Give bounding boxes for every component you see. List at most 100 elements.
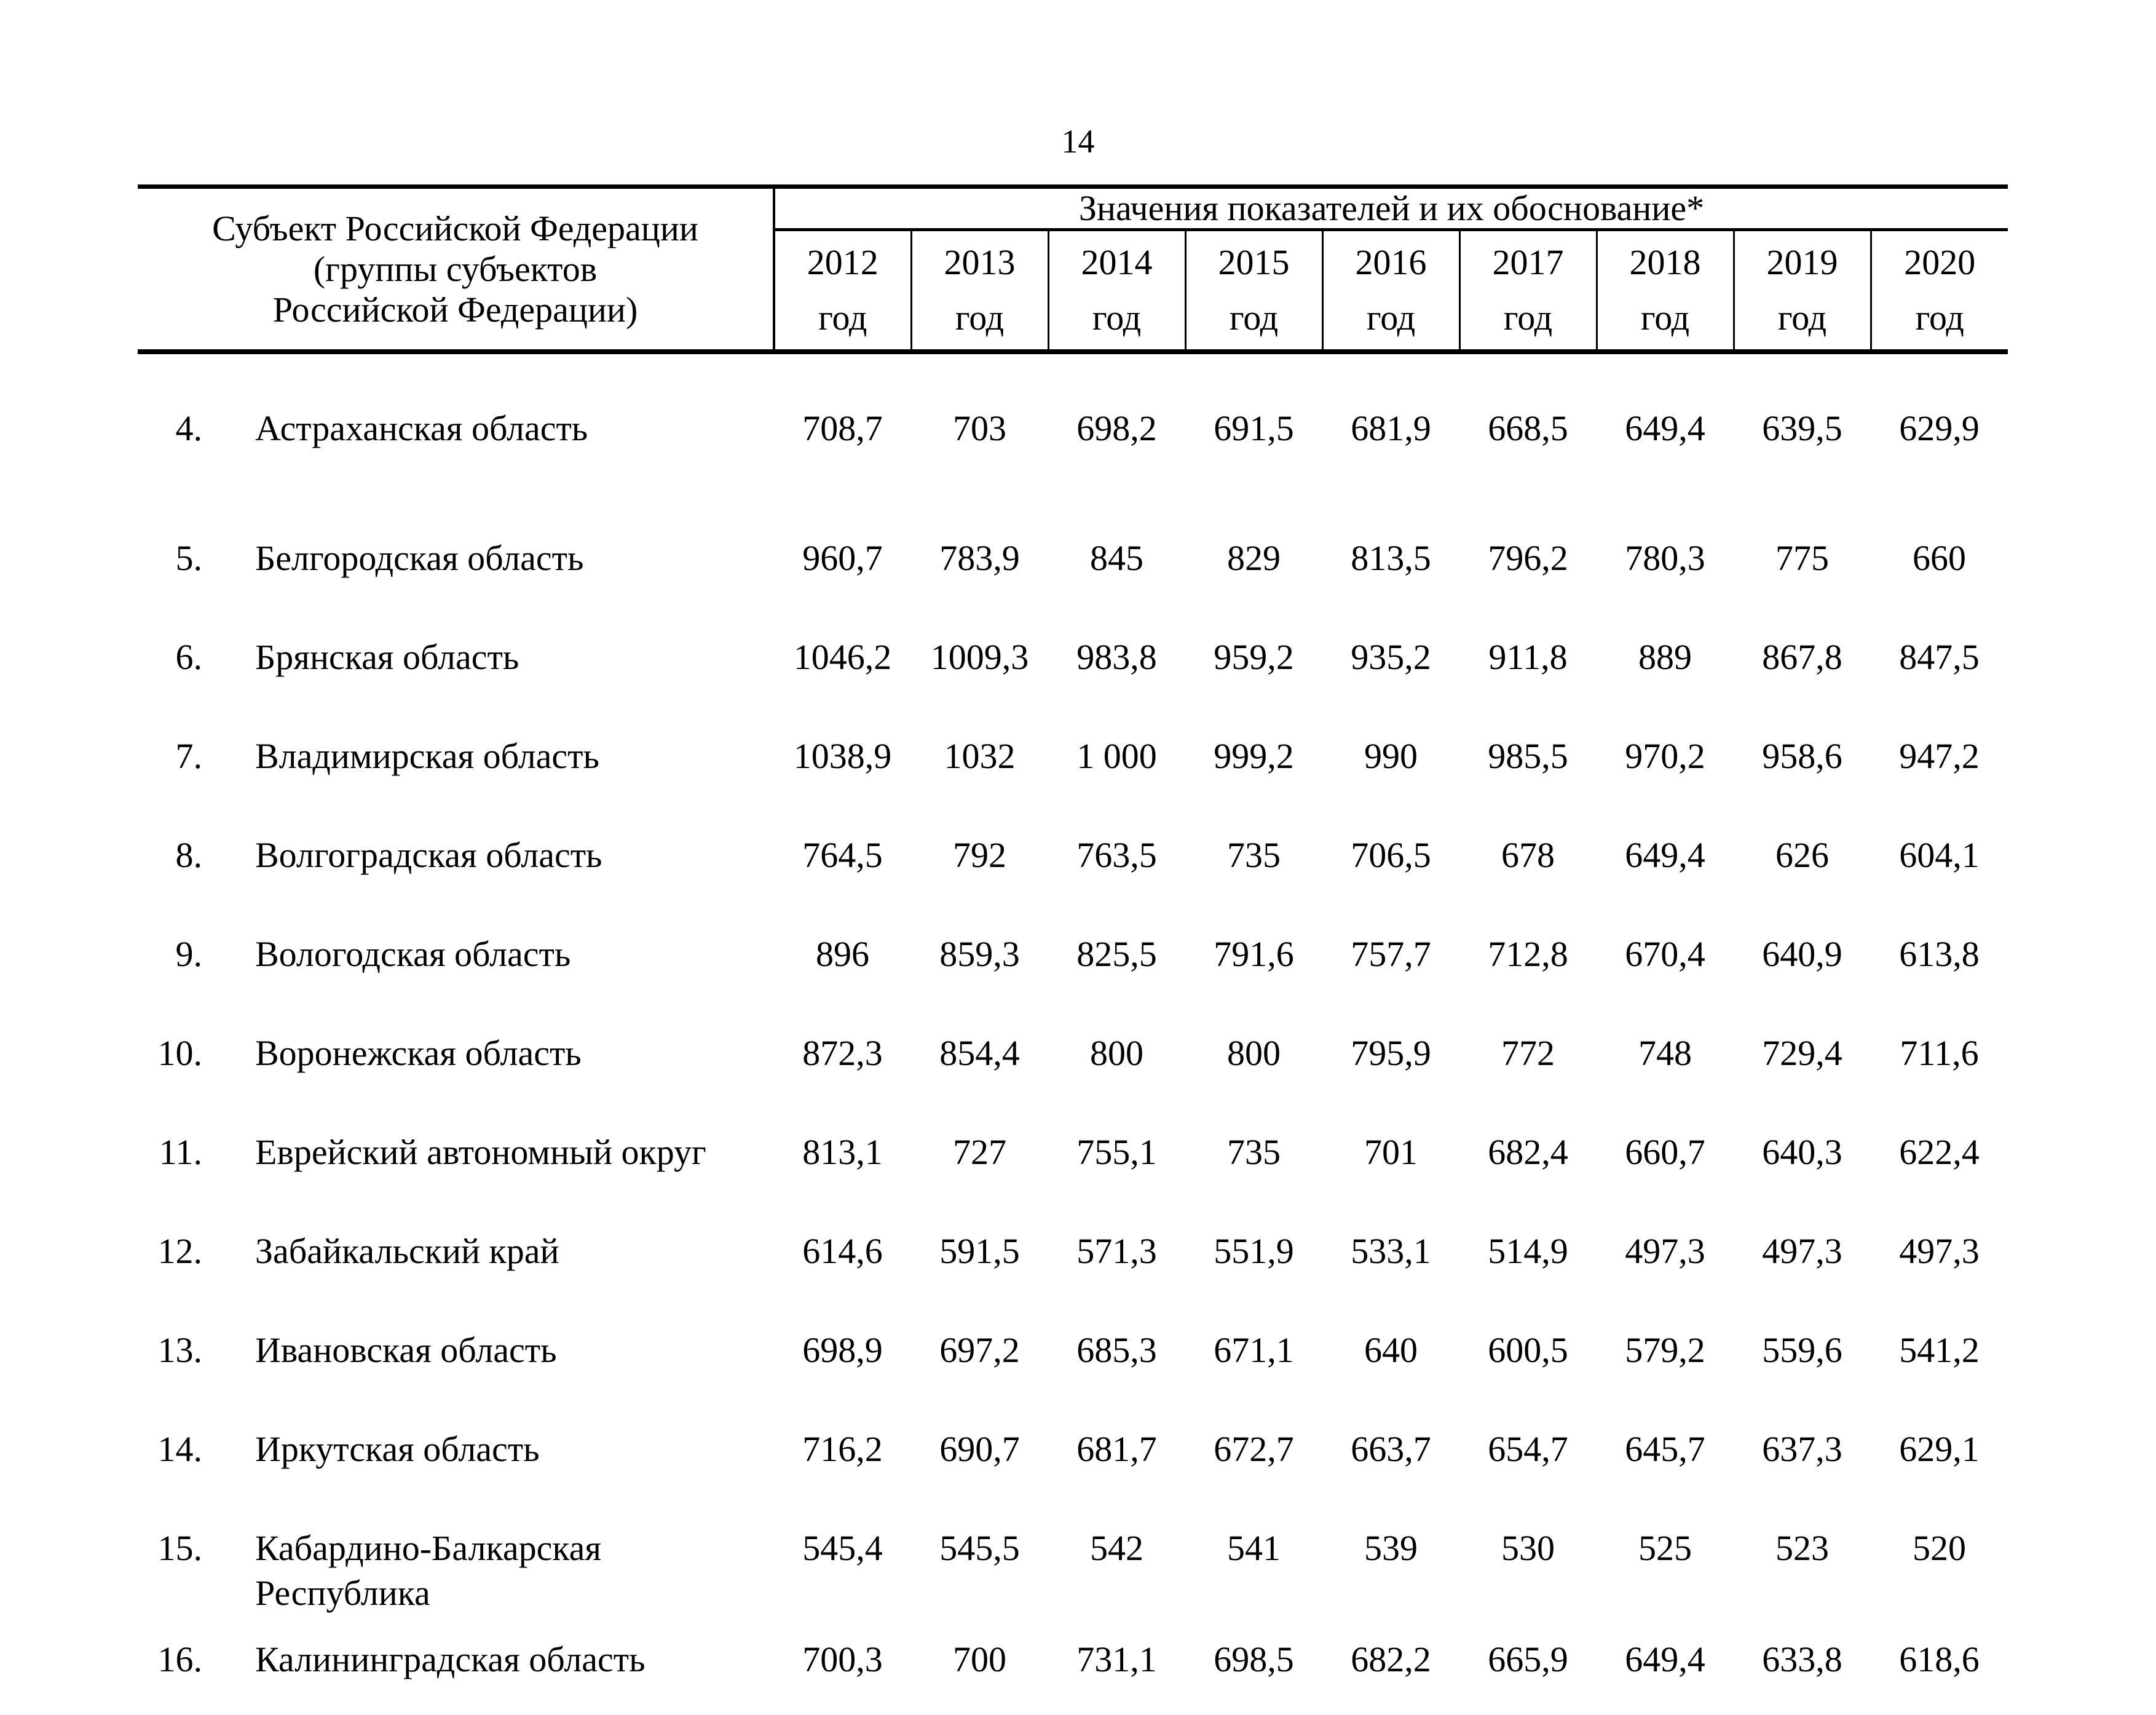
header-row-title: Субъект Российской Федерации (группы суб… [138, 184, 2008, 354]
region-name: Ивановская область [255, 1330, 557, 1370]
value-cell: 1046,2 [793, 637, 892, 677]
value-cell: 983,8 [1076, 637, 1157, 677]
value-cell: 1032 [944, 736, 1016, 776]
value-cell: 640,9 [1762, 934, 1842, 974]
values-title-header: Значения показателей и их обоснование* [773, 184, 2008, 231]
value-cell: 872,3 [802, 1033, 883, 1073]
value-cell: 755,1 [1076, 1132, 1157, 1172]
year-column-header: 2013 год [910, 229, 1049, 354]
year-column-header: 2015 год [1184, 229, 1323, 354]
value-cell: 530 [1501, 1528, 1555, 1568]
value-cell: 514,9 [1488, 1231, 1568, 1271]
value-cell: 539 [1364, 1528, 1418, 1568]
value-cell: 559,6 [1762, 1330, 1842, 1370]
value-cell: 545,4 [802, 1528, 883, 1568]
row-number: 4. [175, 408, 203, 448]
value-cell: 525 [1638, 1528, 1692, 1568]
value-cell: 792 [953, 835, 1007, 875]
value-cell: 541 [1227, 1528, 1281, 1568]
value-cell: 731,1 [1076, 1639, 1157, 1679]
row-number: 16. [157, 1639, 203, 1679]
value-cell: 649,4 [1625, 408, 1705, 448]
indicator-values-table: Субъект Российской Федерации (группы суб… [138, 184, 2008, 1715]
value-cell: 757,7 [1351, 934, 1431, 974]
row-number: 14. [157, 1429, 203, 1469]
value-cell: 618,6 [1899, 1639, 1980, 1679]
value-cell: 701 [1364, 1132, 1418, 1172]
value-cell: 783,9 [939, 538, 1020, 578]
value-cell: 533,1 [1351, 1231, 1431, 1271]
value-cell: 711,6 [1900, 1033, 1979, 1073]
table-row: 10. Воронежская область 872,3 854,4 800 800 79… [138, 1010, 2008, 1109]
value-cell: 772 [1501, 1033, 1555, 1073]
page-number: 14 [1061, 123, 1095, 160]
year-column-header: 2019 год [1732, 229, 1871, 354]
value-cell: 727 [953, 1132, 1007, 1172]
year-column-header: 2018 год [1595, 229, 1734, 354]
region-name: Белгородская область [255, 538, 584, 578]
value-cell: 703 [953, 408, 1007, 448]
value-cell: 613,8 [1899, 934, 1980, 974]
value-cell: 682,2 [1351, 1639, 1431, 1679]
table-row: 12. Забайкальский край 614,6 591,5 571,3 551,… [138, 1208, 2008, 1307]
value-cell: 649,4 [1625, 1639, 1705, 1679]
row-number: 11. [159, 1132, 202, 1172]
year-column-header: 2017 год [1458, 229, 1597, 354]
value-cell: 654,7 [1488, 1429, 1568, 1469]
value-cell: 698,5 [1214, 1639, 1294, 1679]
value-cell: 960,7 [802, 538, 883, 578]
value-cell: 800 [1090, 1033, 1144, 1073]
value-cell: 672,7 [1214, 1429, 1294, 1469]
value-cell: 795,9 [1351, 1033, 1431, 1073]
value-cell: 690,7 [939, 1429, 1020, 1469]
value-cell: 698,9 [802, 1330, 883, 1370]
subject-column-header: Субъект Российской Федерации (группы суб… [138, 184, 776, 354]
value-cell: 614,6 [802, 1231, 883, 1271]
value-cell: 685,3 [1076, 1330, 1157, 1370]
value-cell: 691,5 [1214, 408, 1294, 448]
value-cell: 985,5 [1488, 736, 1568, 776]
value-cell: 911,8 [1488, 637, 1568, 677]
row-number: 8. [175, 835, 203, 875]
table-row: 5. Белгородская область 960,7 783,9 845 829 81… [138, 515, 2008, 614]
row-number: 9. [175, 934, 203, 974]
value-cell: 663,7 [1351, 1429, 1431, 1469]
value-cell: 947,2 [1899, 736, 1980, 776]
table-row: 6. Брянская область 1046,2 1009,3 983,8 959,2… [138, 614, 2008, 713]
value-cell: 604,1 [1899, 835, 1980, 875]
value-cell: 545,5 [939, 1528, 1020, 1568]
value-cell: 763,5 [1076, 835, 1157, 875]
value-cell: 825,5 [1076, 934, 1157, 974]
value-cell: 649,4 [1625, 835, 1705, 875]
value-cell: 591,5 [939, 1231, 1020, 1271]
table-row: 7. Владимирская область 1038,9 1032 1 000 999… [138, 713, 2008, 812]
value-cell: 640 [1364, 1330, 1418, 1370]
value-cell: 497,3 [1625, 1231, 1705, 1271]
table-row: 14. Иркутская область 716,2 690,7 681,7 672,7… [138, 1406, 2008, 1505]
table-row: 16. Калининградская область 700,3 700 731,1 6… [138, 1616, 2008, 1715]
value-cell: 716,2 [802, 1429, 883, 1469]
value-cell: 700,3 [802, 1639, 883, 1679]
region-name: Владимирская область [255, 736, 599, 776]
region-name: Волгоградская область [255, 835, 602, 875]
region-name: Еврейский автономный округ [255, 1132, 706, 1172]
value-cell: 640,3 [1762, 1132, 1842, 1172]
value-cell: 639,5 [1762, 408, 1842, 448]
table-row: 11. Еврейский автономный округ 813,1 727 755… [138, 1109, 2008, 1208]
value-cell: 780,3 [1625, 538, 1705, 578]
value-cell: 712,8 [1488, 934, 1568, 974]
value-cell: 571,3 [1076, 1231, 1157, 1271]
row-number: 15. [157, 1528, 203, 1568]
value-cell: 729,4 [1762, 1033, 1842, 1073]
row-number: 12. [157, 1231, 203, 1271]
value-cell: 697,2 [939, 1330, 1020, 1370]
value-cell: 579,2 [1625, 1330, 1705, 1370]
value-cell: 845 [1090, 538, 1144, 578]
row-number: 10. [157, 1033, 203, 1073]
value-cell: 682,4 [1488, 1132, 1568, 1172]
value-cell: 523 [1775, 1528, 1830, 1568]
year-column-header: 2020 год [1870, 229, 2008, 354]
table-body: 4. Астраханская область 708,7 703 698,2 691,5… [138, 352, 2008, 1715]
value-cell: 829 [1227, 538, 1281, 578]
value-cell: 681,7 [1076, 1429, 1157, 1469]
